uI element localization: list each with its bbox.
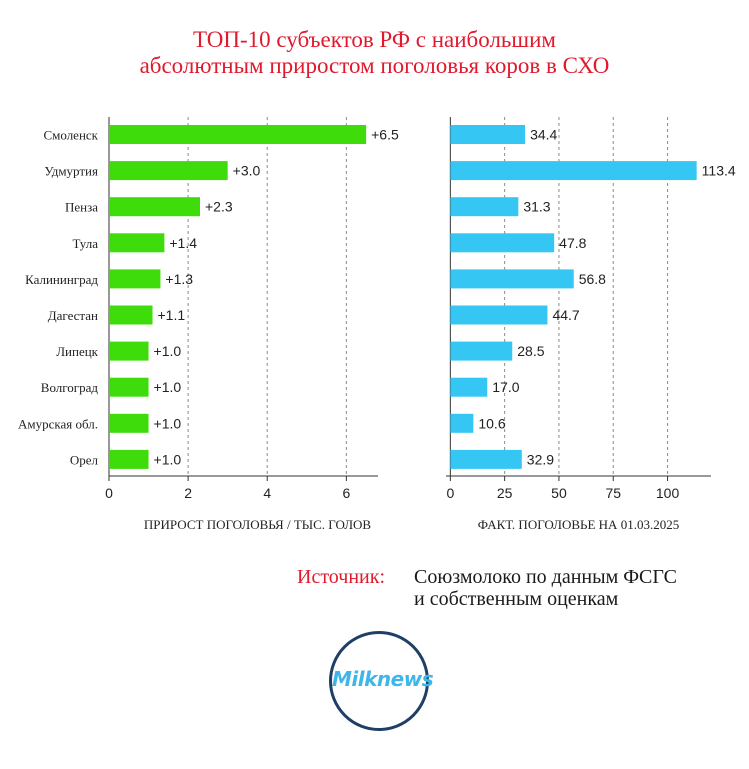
right-bar: [450, 269, 574, 289]
right-data-label: 44.7: [552, 307, 579, 323]
left-x-axis-title: ПРИРОСТ ПОГОЛОВЬЯ / ТЫС. ГОЛОВ: [144, 517, 372, 532]
left-data-label: +1.0: [154, 343, 182, 359]
left-data-label: +1.1: [158, 307, 186, 323]
left-x-tick-label: 6: [342, 485, 350, 501]
source-text-line-1: Союзмолоко по данным ФСГС: [414, 566, 678, 588]
left-data-label: +1.0: [154, 379, 182, 395]
charts-canvas: 0 2 4 6 +6.5 Смоленск +3.0 Удмуртия +2.3 Пенза +1.…: [18, 117, 736, 532]
left-x-tick-label: 4: [263, 485, 271, 501]
right-data-label: 47.8: [559, 235, 586, 251]
left-data-label: +1.0: [154, 451, 182, 467]
category-label: Смоленск: [43, 128, 98, 143]
category-label: Липецк: [56, 344, 98, 359]
right-data-label: 113.4: [702, 163, 736, 179]
left-bar: [109, 125, 367, 144]
right-x-tick-label: 50: [551, 485, 567, 501]
category-label: Пенза: [65, 200, 98, 215]
right-bar: [450, 413, 474, 433]
right-x-tick-label: 0: [446, 485, 454, 501]
left-bar: [109, 269, 161, 289]
chart-title: ТОП-10 субъектов РФ с наибольшим абсолют…: [0, 27, 749, 79]
right-data-label: 56.8: [579, 271, 606, 287]
right-data-label: 10.6: [478, 415, 505, 431]
right-x-tick-label: 100: [656, 485, 680, 501]
category-label: Орел: [70, 452, 99, 467]
right-x-tick-label: 25: [497, 485, 513, 501]
category-label: Амурская обл.: [18, 416, 98, 431]
left-bar: [109, 377, 149, 397]
right-data-label: 17.0: [492, 379, 519, 395]
chart-title-line-2: абсолютным приростом поголовья коров в С…: [139, 53, 610, 78]
category-label: Удмуртия: [44, 164, 98, 179]
right-bar: [450, 341, 513, 361]
source-text-line-2: и собственным оценкам: [414, 588, 619, 610]
right-bar: [450, 233, 555, 253]
right-data-label: 28.5: [517, 343, 544, 359]
left-data-label: +3.0: [233, 163, 261, 179]
left-bar: [109, 413, 149, 433]
category-label: Дагестан: [48, 308, 98, 323]
chart-title-line-1: ТОП-10 субъектов РФ с наибольшим: [193, 27, 556, 52]
right-data-label: 32.9: [527, 451, 554, 467]
right-bar: [450, 449, 522, 469]
left-bar: [109, 305, 153, 325]
right-x-tick-label: 75: [605, 485, 621, 501]
left-bar: [109, 161, 228, 181]
left-data-label: +6.5: [371, 127, 399, 143]
left-data-label: +1.3: [165, 271, 193, 287]
right-data-label: 34.4: [530, 127, 557, 143]
left-data-label: +1.4: [169, 235, 197, 251]
right-bar: [450, 125, 526, 144]
left-bar: [109, 197, 200, 217]
category-label: Калининград: [25, 272, 98, 287]
left-bar: [109, 233, 165, 253]
right-bar: [450, 377, 488, 397]
source-text: Союзмолоко по данным ФСГС и собственным …: [414, 566, 734, 610]
right-bar: [450, 197, 519, 217]
right-x-axis-title: ФАКТ. ПОГОЛОВЬЕ НА 01.03.2025: [478, 517, 679, 532]
left-x-tick-label: 0: [105, 485, 113, 501]
category-label: Тула: [73, 236, 99, 251]
left-x-tick-label: 2: [184, 485, 192, 501]
source-label: Источник:: [297, 566, 386, 588]
left-bar: [109, 449, 149, 469]
milknews-logo: Milknews: [329, 631, 434, 731]
left-data-label: +1.0: [154, 415, 182, 431]
logo-text: Milknews: [332, 667, 434, 691]
right-bar: [450, 161, 697, 181]
left-data-label: +2.3: [205, 199, 233, 215]
category-label: Волгоград: [41, 380, 99, 395]
left-bar: [109, 341, 149, 361]
right-bar: [450, 305, 548, 325]
right-data-label: 31.3: [523, 199, 550, 215]
